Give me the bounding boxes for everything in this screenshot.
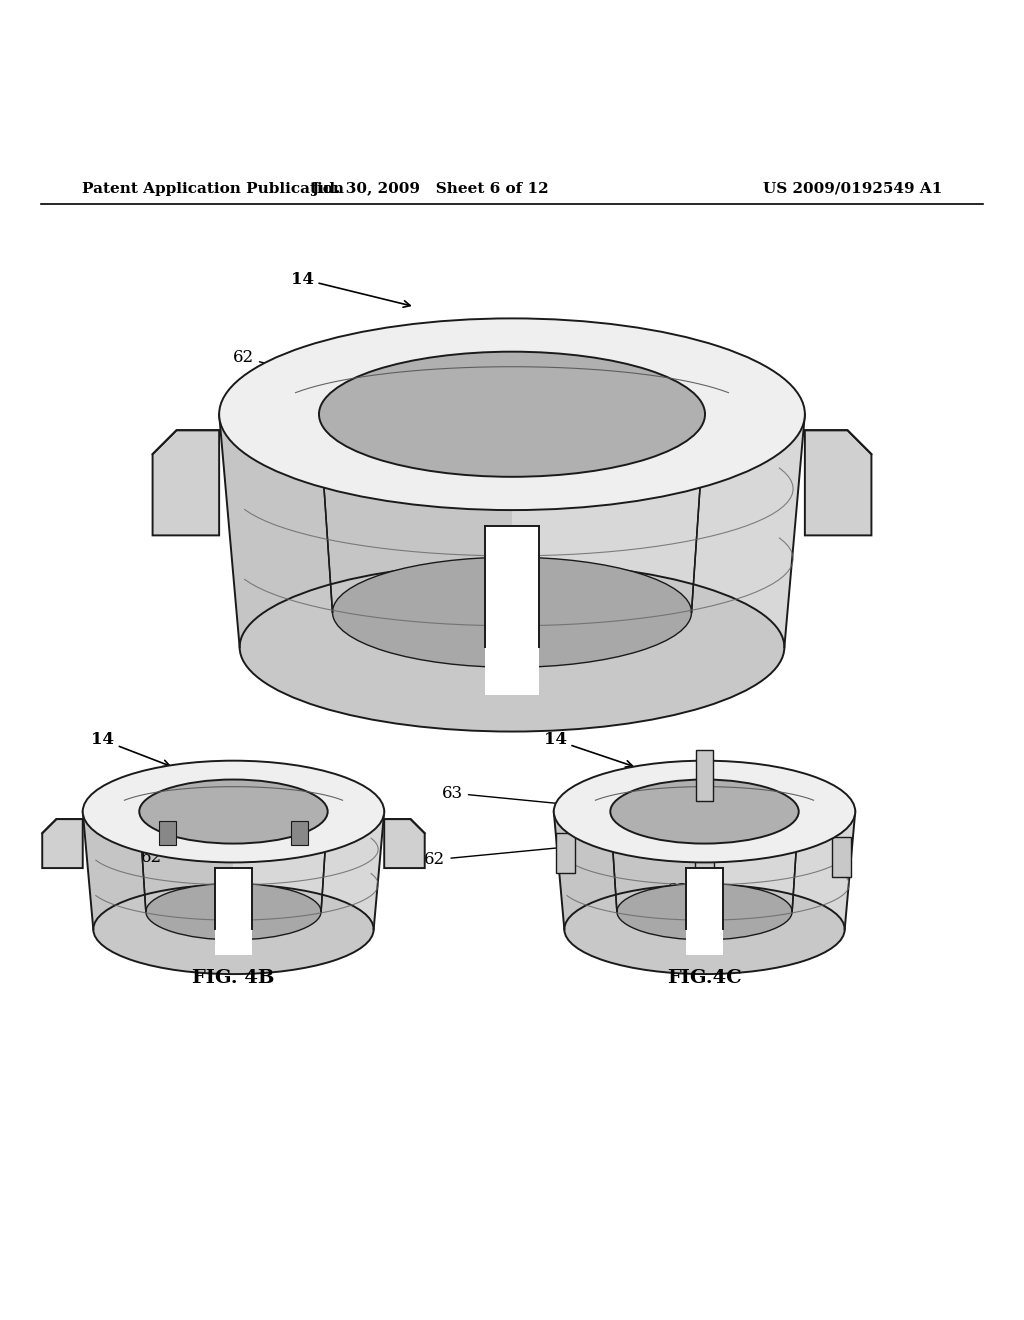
Polygon shape xyxy=(554,760,705,929)
Bar xyxy=(695,808,714,847)
Ellipse shape xyxy=(139,780,328,843)
Text: 60A: 60A xyxy=(630,372,703,399)
Ellipse shape xyxy=(333,557,691,668)
Bar xyxy=(686,869,723,954)
Ellipse shape xyxy=(240,562,784,731)
Polygon shape xyxy=(805,430,871,536)
Text: US 2009/0192549 A1: US 2009/0192549 A1 xyxy=(763,182,942,195)
Polygon shape xyxy=(384,820,425,869)
Text: FIG. 4A: FIG. 4A xyxy=(471,606,553,624)
Text: 59: 59 xyxy=(438,414,471,444)
Text: Jul. 30, 2009   Sheet 6 of 12: Jul. 30, 2009 Sheet 6 of 12 xyxy=(311,182,549,195)
Ellipse shape xyxy=(610,780,799,843)
Bar xyxy=(831,837,851,876)
Text: 62: 62 xyxy=(424,846,570,869)
Text: 62: 62 xyxy=(318,796,372,814)
Text: 63: 63 xyxy=(668,869,696,899)
Text: 63: 63 xyxy=(624,785,686,817)
Polygon shape xyxy=(512,318,805,647)
Text: 14: 14 xyxy=(91,731,170,767)
Ellipse shape xyxy=(83,760,384,862)
Text: 62: 62 xyxy=(794,799,856,822)
Ellipse shape xyxy=(219,318,805,510)
Text: 14: 14 xyxy=(291,271,411,308)
Polygon shape xyxy=(233,760,384,974)
Text: 62: 62 xyxy=(645,408,695,441)
Text: 63: 63 xyxy=(441,784,606,808)
Ellipse shape xyxy=(616,883,793,940)
Polygon shape xyxy=(705,760,855,929)
Bar xyxy=(556,833,575,873)
Text: Patent Application Publication: Patent Application Publication xyxy=(82,182,344,195)
Bar xyxy=(695,858,714,898)
Ellipse shape xyxy=(319,351,705,477)
Text: 62: 62 xyxy=(232,350,381,391)
Ellipse shape xyxy=(93,884,374,974)
Polygon shape xyxy=(153,430,219,536)
Ellipse shape xyxy=(564,884,845,974)
Text: FIG. 4B: FIG. 4B xyxy=(193,969,274,987)
Polygon shape xyxy=(233,760,384,929)
Ellipse shape xyxy=(145,883,322,940)
Polygon shape xyxy=(83,760,233,929)
Text: 14: 14 xyxy=(544,731,633,767)
Text: 61: 61 xyxy=(130,792,186,817)
Text: 63: 63 xyxy=(769,784,825,801)
Text: 60B: 60B xyxy=(224,379,355,430)
Polygon shape xyxy=(705,760,855,974)
Text: 62: 62 xyxy=(140,843,194,866)
Polygon shape xyxy=(219,318,512,647)
Ellipse shape xyxy=(554,760,855,862)
Text: 58: 58 xyxy=(502,343,522,368)
Polygon shape xyxy=(512,318,805,731)
Bar xyxy=(159,821,176,845)
Polygon shape xyxy=(42,820,83,869)
Text: FIG.4C: FIG.4C xyxy=(668,969,741,987)
Bar xyxy=(696,750,713,801)
Bar xyxy=(485,527,539,696)
Bar xyxy=(291,821,308,845)
Bar xyxy=(215,869,252,954)
